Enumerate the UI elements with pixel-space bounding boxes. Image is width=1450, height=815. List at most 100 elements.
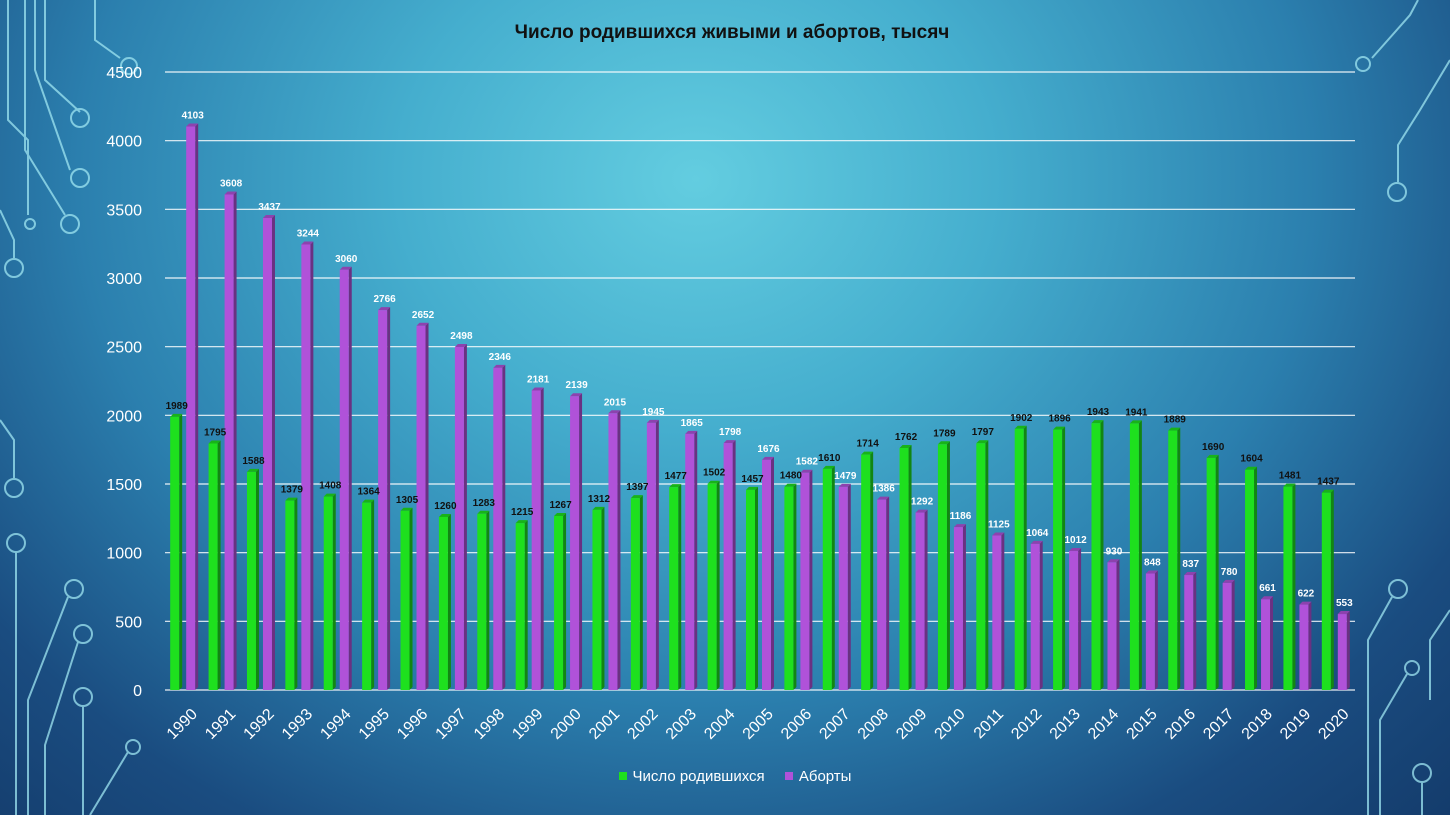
bar-births: [1168, 430, 1178, 690]
y-tick-label: 4500: [106, 65, 142, 82]
y-tick-label: 3000: [106, 271, 142, 288]
bar-side: [255, 468, 259, 690]
bar-side: [716, 480, 720, 690]
bar-side: [1138, 420, 1142, 690]
data-label: 1364: [358, 487, 381, 498]
x-tick-label: 2017: [1200, 706, 1237, 743]
bar-top: [992, 532, 1005, 536]
bar-abortions: [1069, 551, 1079, 690]
y-tick-label: 1000: [106, 546, 142, 563]
bar-top: [838, 483, 851, 487]
bar-top: [899, 445, 912, 449]
bar-abortions: [838, 486, 848, 690]
bar-side: [771, 456, 774, 690]
bar-side: [655, 419, 659, 690]
data-label: 2015: [604, 397, 627, 408]
data-labels: 1989 1795 1588 1379 1408 1364 1305 1260 1283 1215…: [166, 111, 1354, 610]
legend-label-births: Число родившихся: [632, 768, 765, 785]
bar-births: [669, 487, 679, 690]
data-label: 1397: [626, 482, 649, 493]
bar-top: [608, 410, 621, 414]
bar-side: [870, 451, 874, 690]
bar-top: [707, 480, 720, 484]
bar-births: [630, 498, 640, 690]
x-tick-label: 2020: [1315, 706, 1352, 743]
x-tick-label: 2000: [548, 706, 585, 743]
y-tick-label: 3500: [106, 202, 142, 219]
bar-side: [847, 483, 851, 690]
bar-births: [323, 496, 333, 690]
data-label: 1479: [834, 471, 857, 482]
bar-side: [579, 393, 583, 690]
data-label: 1714: [857, 439, 880, 450]
bar-births: [1014, 428, 1024, 690]
bar-side: [1270, 596, 1274, 690]
bar-abortions: [1337, 614, 1347, 690]
bar-top: [592, 506, 605, 510]
data-label: 1437: [1317, 477, 1340, 488]
x-tick-label: 2008: [855, 706, 892, 743]
bar-side: [409, 507, 413, 690]
data-label: 1582: [796, 457, 819, 468]
y-axis: 0 500 1000 1500 2000 2500 3000 3500 4000 4500: [106, 65, 142, 700]
data-label: 780: [1221, 567, 1238, 578]
x-tick-label: 1993: [279, 706, 316, 743]
data-label: 1690: [1202, 442, 1225, 453]
x-tick-label: 2007: [816, 706, 853, 743]
bar-top: [170, 413, 183, 417]
bar-top: [1337, 611, 1350, 615]
data-label: 3244: [297, 228, 320, 239]
data-label: 2346: [489, 352, 512, 363]
legend-item-abortions: Аборты: [784, 768, 851, 785]
data-label: 1943: [1087, 407, 1110, 418]
bar-top: [937, 441, 950, 445]
data-label: 3608: [220, 179, 243, 190]
bar-side: [563, 512, 567, 690]
x-tick-label: 1994: [317, 706, 354, 743]
data-label: 1481: [1279, 471, 1302, 482]
bar-top: [1069, 548, 1082, 552]
bar-top: [1184, 572, 1197, 576]
bar-top: [262, 214, 275, 218]
data-label: 1480: [780, 471, 803, 482]
bar-top: [646, 419, 659, 423]
bar-abortions: [646, 422, 656, 690]
data-label: 4103: [182, 111, 205, 122]
x-tick-label: 1991: [202, 706, 239, 743]
bar-top: [1053, 426, 1066, 430]
data-label: 2652: [412, 310, 435, 321]
bar-births: [746, 489, 755, 690]
bar-top: [953, 524, 966, 528]
x-tick-label: 1998: [471, 706, 508, 743]
data-label: 661: [1259, 583, 1276, 594]
bar-side: [463, 343, 467, 690]
bar-side: [617, 410, 621, 690]
bar-abortions: [953, 527, 963, 690]
bar-top: [1145, 570, 1158, 574]
bar-births: [477, 513, 487, 690]
legend-swatch-births: [618, 772, 627, 780]
bar-abortions: [531, 390, 541, 690]
bar-side: [486, 510, 490, 690]
bar-abortions: [915, 512, 925, 690]
data-label: 1477: [665, 471, 688, 482]
bar-abortions: [1145, 573, 1155, 690]
bar-top: [685, 430, 698, 434]
bar-top: [822, 465, 835, 469]
data-label: 837: [1182, 559, 1199, 570]
bar-abortions: [1299, 604, 1309, 690]
bar-births: [1129, 423, 1139, 690]
data-label: 1215: [511, 507, 534, 518]
bar-top: [976, 440, 989, 444]
data-label: 1941: [1125, 407, 1148, 418]
bar-abortions: [762, 459, 771, 690]
bar-side: [348, 266, 352, 690]
data-label: 2498: [450, 331, 473, 342]
bar-top: [1245, 466, 1258, 470]
data-label: 1889: [1164, 415, 1187, 426]
bar-side: [1023, 425, 1027, 690]
bar-abortions: [262, 217, 272, 690]
data-label: 1125: [988, 520, 1010, 531]
data-label: 1896: [1048, 414, 1071, 425]
